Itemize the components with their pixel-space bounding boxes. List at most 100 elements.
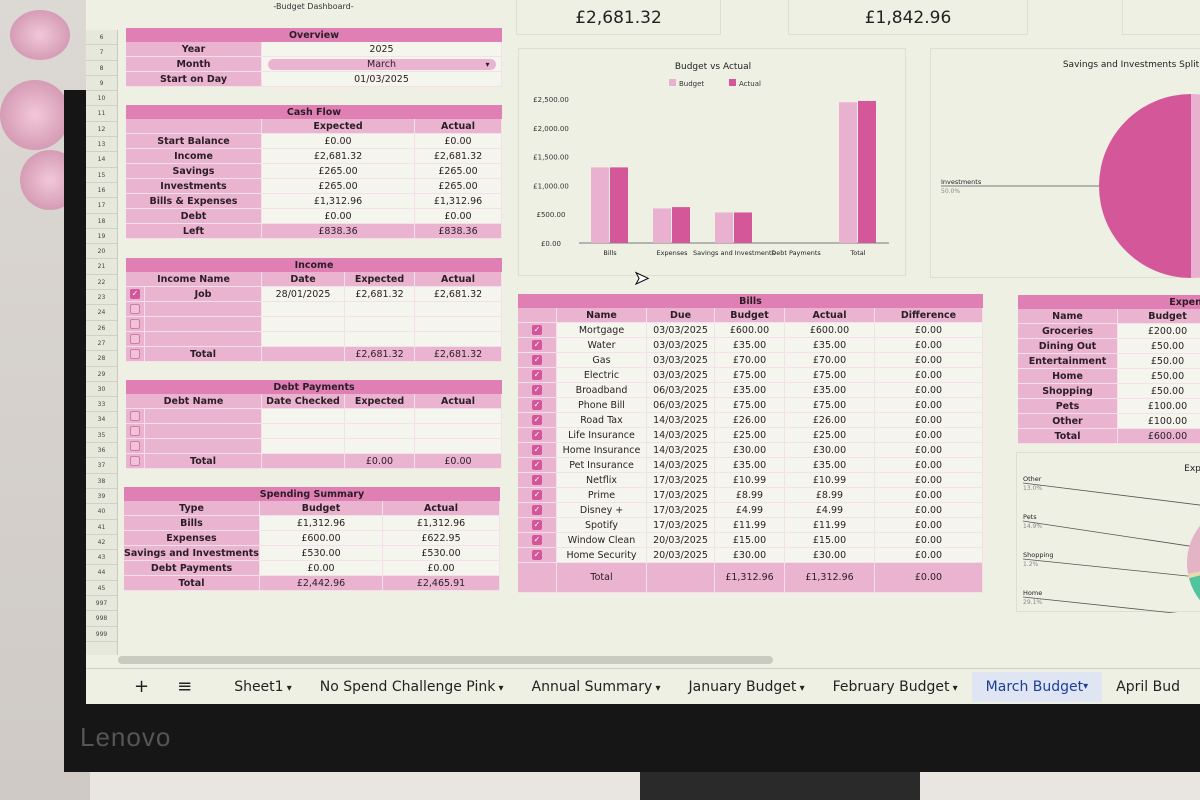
add-sheet-button[interactable]: +	[134, 676, 150, 697]
checkbox[interactable]: ✓	[532, 475, 542, 485]
cell: £0.00	[260, 561, 383, 576]
checkbox[interactable]: ✓	[532, 325, 542, 335]
checkbox[interactable]	[130, 456, 140, 466]
overview-header: Overview	[126, 28, 502, 42]
column-header: Expected	[345, 394, 415, 409]
checkbox[interactable]	[130, 334, 140, 344]
checkbox[interactable]: ✓	[532, 445, 542, 455]
row-number[interactable]: 16	[86, 183, 117, 199]
checkbox-cell	[126, 347, 145, 362]
cell: £26.00	[785, 413, 875, 428]
row-number[interactable]: 26	[86, 321, 117, 336]
row-number[interactable]: 40	[86, 504, 117, 520]
column-header: Name	[557, 308, 647, 323]
checkbox[interactable]: ✓	[532, 550, 542, 560]
row-number[interactable]: 17	[86, 198, 117, 214]
checkbox[interactable]: ✓	[532, 385, 542, 395]
row-number[interactable]: 27	[86, 336, 117, 352]
checkbox[interactable]: ✓	[532, 355, 542, 365]
row-number[interactable]: 20	[86, 244, 117, 260]
row-number[interactable]: 999	[86, 627, 117, 642]
checkbox[interactable]: ✓	[532, 460, 542, 470]
row-number[interactable]: 8	[86, 61, 117, 76]
cell: £600.00	[715, 323, 785, 338]
cell: £200.00	[1118, 324, 1200, 339]
chart-title: Savings and Investments Split	[1063, 60, 1200, 70]
row-number[interactable]: 6	[86, 30, 117, 46]
row-number[interactable]: 12	[86, 122, 117, 138]
row-number[interactable]: 23	[86, 290, 117, 306]
checkbox[interactable]: ✓	[532, 340, 542, 350]
cell	[345, 439, 415, 454]
cell	[262, 347, 345, 362]
sheet-tab[interactable]: Annual Summary ▾	[518, 679, 675, 695]
column-header: Actual	[383, 501, 500, 516]
row-number[interactable]: 21	[86, 259, 117, 275]
row-number[interactable]: 18	[86, 214, 117, 229]
month-dropdown[interactable]: March ▾	[267, 58, 496, 70]
row-number[interactable]: 35	[86, 428, 117, 444]
row-number[interactable]: 36	[86, 443, 117, 459]
row-number[interactable]: 45	[86, 581, 117, 596]
horizontal-scrollbar[interactable]	[118, 656, 773, 664]
checkbox[interactable]	[130, 441, 140, 451]
row-number[interactable]: 30	[86, 382, 117, 398]
row-number[interactable]: 22	[86, 275, 117, 291]
row-number[interactable]: 19	[86, 229, 117, 245]
checkbox[interactable]	[130, 426, 140, 436]
row-number[interactable]: 13	[86, 137, 117, 153]
row-number[interactable]: 15	[86, 168, 117, 183]
sheet-tab[interactable]: April Bud	[1102, 679, 1194, 695]
cell: Income	[126, 149, 262, 164]
row-number[interactable]: 14	[86, 152, 117, 168]
checkbox[interactable]	[130, 319, 140, 329]
row-number[interactable]: 37	[86, 458, 117, 474]
row-number[interactable]: 34	[86, 412, 117, 428]
sheet-tab[interactable]: February Budget ▾	[819, 679, 972, 695]
checkbox[interactable]: ✓	[532, 520, 542, 530]
cell: £8.99	[715, 488, 785, 503]
cell	[145, 332, 262, 347]
sheet-tab[interactable]: March Budget ▾	[971, 671, 1103, 702]
cell: £75.00	[715, 368, 785, 383]
row-number[interactable]: 7	[86, 45, 117, 61]
checkbox[interactable]: ✓	[532, 370, 542, 380]
checkbox[interactable]: ✓	[532, 400, 542, 410]
row-number[interactable]: 24	[86, 305, 117, 321]
checkbox[interactable]: ✓	[532, 490, 542, 500]
checkbox[interactable]: ✓	[532, 505, 542, 515]
row-number[interactable]: 41	[86, 520, 117, 535]
cashflow-row: Bills & Expenses £1,312.96 £1,312.96	[126, 194, 502, 209]
checkbox-cell: ✓	[518, 398, 557, 413]
sheet-tab[interactable]: No Spend Challenge Pink ▾	[306, 679, 518, 695]
row-number[interactable]: 11	[86, 106, 117, 122]
checkbox[interactable]: ✓	[532, 415, 542, 425]
row-number[interactable]: 10	[86, 91, 117, 107]
checkbox[interactable]	[130, 304, 140, 314]
row-number[interactable]: 42	[86, 535, 117, 551]
all-sheets-menu-button[interactable]: ≡	[177, 676, 193, 697]
expenses-table: ExpenseNameBudgetGroceries£200.00Dining …	[1018, 295, 1200, 444]
row-number[interactable]: 39	[86, 489, 117, 505]
checkbox[interactable]: ✓	[532, 535, 542, 545]
row-number[interactable]: 43	[86, 550, 117, 566]
row-headers: 6 7 8 9 10 11 12 13 14 15 16 17 18 19 20 21 22 23 24 26 27 28…	[86, 30, 118, 655]
cell: Investments	[126, 179, 262, 194]
sheet-tab[interactable]: January Budget ▾	[675, 679, 819, 695]
checkbox[interactable]	[130, 411, 140, 421]
row-number[interactable]: 997	[86, 596, 117, 612]
slice-percent: 1.2%	[1023, 561, 1039, 568]
row-number[interactable]: 28	[86, 351, 117, 367]
row-number[interactable]: 33	[86, 397, 117, 413]
checkbox[interactable]	[130, 349, 140, 359]
checkbox[interactable]: ✓	[532, 430, 542, 440]
row-number[interactable]: 38	[86, 474, 117, 489]
debt-row	[126, 409, 502, 424]
spending-row: Savings and Investments £530.00 £530.00	[124, 546, 500, 561]
checkbox[interactable]: ✓	[130, 289, 140, 299]
row-number[interactable]: 44	[86, 565, 117, 581]
row-number[interactable]: 9	[86, 76, 117, 92]
row-number[interactable]: 29	[86, 367, 117, 382]
sheet-tab[interactable]: Sheet1 ▾	[220, 679, 306, 695]
row-number[interactable]: 998	[86, 611, 117, 627]
